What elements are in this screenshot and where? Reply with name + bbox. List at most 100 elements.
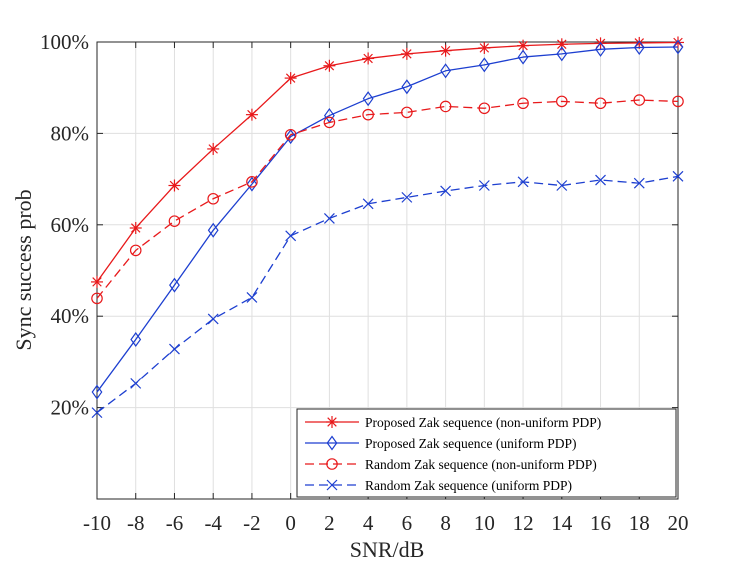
data-point bbox=[595, 174, 606, 186]
legend-entry: Proposed Zak sequence (uniform PDP) bbox=[305, 435, 576, 451]
data-point bbox=[439, 44, 452, 57]
data-point bbox=[130, 331, 142, 348]
data-point bbox=[440, 185, 452, 197]
x-tick-label: -8 bbox=[127, 511, 145, 535]
legend-marker bbox=[326, 416, 338, 428]
axes-box bbox=[96, 41, 679, 500]
data-point bbox=[285, 230, 297, 242]
data-point bbox=[169, 343, 180, 355]
x-tick-label: 12 bbox=[513, 511, 534, 535]
series-1 bbox=[91, 36, 684, 288]
data-point bbox=[556, 180, 568, 191]
y-axis-title: Sync success prob bbox=[11, 189, 36, 350]
data-point bbox=[362, 108, 374, 121]
data-point bbox=[478, 41, 491, 54]
data-point bbox=[362, 52, 375, 65]
data-point bbox=[672, 170, 684, 182]
data-point bbox=[207, 313, 219, 325]
data-point bbox=[323, 212, 335, 224]
data-point bbox=[594, 97, 607, 110]
x-tick-label: 10 bbox=[474, 511, 495, 535]
x-tick-label: 20 bbox=[668, 511, 689, 535]
data-point bbox=[362, 198, 374, 210]
data-point bbox=[555, 38, 568, 51]
data-point bbox=[91, 384, 103, 400]
data-point bbox=[323, 116, 336, 129]
data-point bbox=[284, 72, 297, 85]
x-tick-label: 0 bbox=[285, 511, 296, 535]
legend-entry: Random Zak sequence (uniform PDP) bbox=[305, 478, 572, 493]
x-tick-label: -2 bbox=[243, 511, 261, 535]
data-point bbox=[323, 59, 336, 72]
legend-entry: Random Zak sequence (non-uniform PDP) bbox=[305, 457, 597, 472]
x-tick-label: 6 bbox=[402, 511, 413, 535]
data-point bbox=[129, 244, 142, 257]
data-point bbox=[284, 128, 297, 141]
data-point bbox=[246, 176, 258, 188]
legend-box bbox=[296, 408, 677, 498]
x-tick-label: 18 bbox=[629, 511, 650, 535]
data-point bbox=[478, 180, 490, 191]
series-3 bbox=[91, 94, 684, 305]
x-axis-ticks: -10 -8 -6 -4 -2 0 2 4 6 8 10 12 14 16 18 20 bbox=[83, 42, 689, 535]
data-point bbox=[633, 39, 645, 56]
data-point bbox=[672, 95, 684, 108]
data-point bbox=[169, 277, 180, 293]
data-point bbox=[91, 292, 103, 305]
x-tick-label: 8 bbox=[440, 511, 451, 535]
y-tick-label: 80% bbox=[51, 121, 90, 145]
data-point bbox=[168, 179, 181, 192]
data-point bbox=[633, 177, 645, 189]
data-point bbox=[91, 407, 103, 419]
x-tick-label: 2 bbox=[324, 511, 335, 535]
data-point bbox=[130, 377, 142, 389]
data-point bbox=[401, 191, 413, 203]
data-point bbox=[285, 129, 297, 145]
data-point bbox=[633, 94, 646, 106]
axes bbox=[96, 41, 679, 500]
legend-label: Proposed Zak sequence (uniform PDP) bbox=[365, 436, 576, 451]
legend: Proposed Zak sequence (non-uniform PDP) P… bbox=[296, 408, 677, 498]
data-point bbox=[246, 176, 258, 192]
data-point bbox=[517, 176, 529, 188]
data-point bbox=[478, 57, 490, 73]
legend-marker bbox=[326, 458, 338, 470]
x-axis-title: SNR/dB bbox=[350, 537, 425, 561]
data-point bbox=[401, 79, 413, 95]
data-point bbox=[517, 97, 529, 110]
data-point bbox=[439, 100, 452, 113]
data-point bbox=[362, 91, 374, 107]
legend-marker bbox=[326, 435, 338, 451]
series-line bbox=[96, 175, 679, 414]
data-point bbox=[207, 192, 219, 205]
series-2 bbox=[91, 39, 684, 400]
y-tick-label: 40% bbox=[51, 304, 90, 328]
data-point bbox=[401, 106, 413, 119]
x-tick-label: 4 bbox=[363, 511, 374, 535]
y-axis-ticks: 20% 40% 60% 80% 100% bbox=[40, 30, 678, 420]
data-point bbox=[555, 95, 568, 108]
x-tick-label: -4 bbox=[204, 511, 222, 535]
series-4 bbox=[91, 170, 684, 419]
data-point bbox=[517, 49, 529, 65]
legend-entry: Proposed Zak sequence (non-uniform PDP) bbox=[305, 415, 601, 430]
legend-label: Random Zak sequence (uniform PDP) bbox=[365, 478, 572, 493]
data-point bbox=[129, 221, 142, 234]
x-tick-label: -10 bbox=[83, 511, 111, 535]
x-tick-label: -6 bbox=[166, 511, 184, 535]
x-tick-label: 16 bbox=[590, 511, 611, 535]
data-point bbox=[595, 41, 606, 57]
legend-marker bbox=[326, 479, 338, 491]
data-point bbox=[440, 63, 452, 79]
data-point bbox=[246, 292, 258, 303]
series-line bbox=[96, 99, 679, 299]
data-point bbox=[168, 215, 181, 227]
data-point bbox=[207, 222, 219, 238]
y-tick-label: 60% bbox=[51, 213, 90, 237]
series-line bbox=[96, 41, 679, 283]
series-layer bbox=[91, 36, 684, 419]
legend-label: Random Zak sequence (non-uniform PDP) bbox=[365, 457, 597, 472]
y-tick-label: 20% bbox=[51, 396, 90, 420]
y-tick-label: 100% bbox=[40, 30, 89, 54]
